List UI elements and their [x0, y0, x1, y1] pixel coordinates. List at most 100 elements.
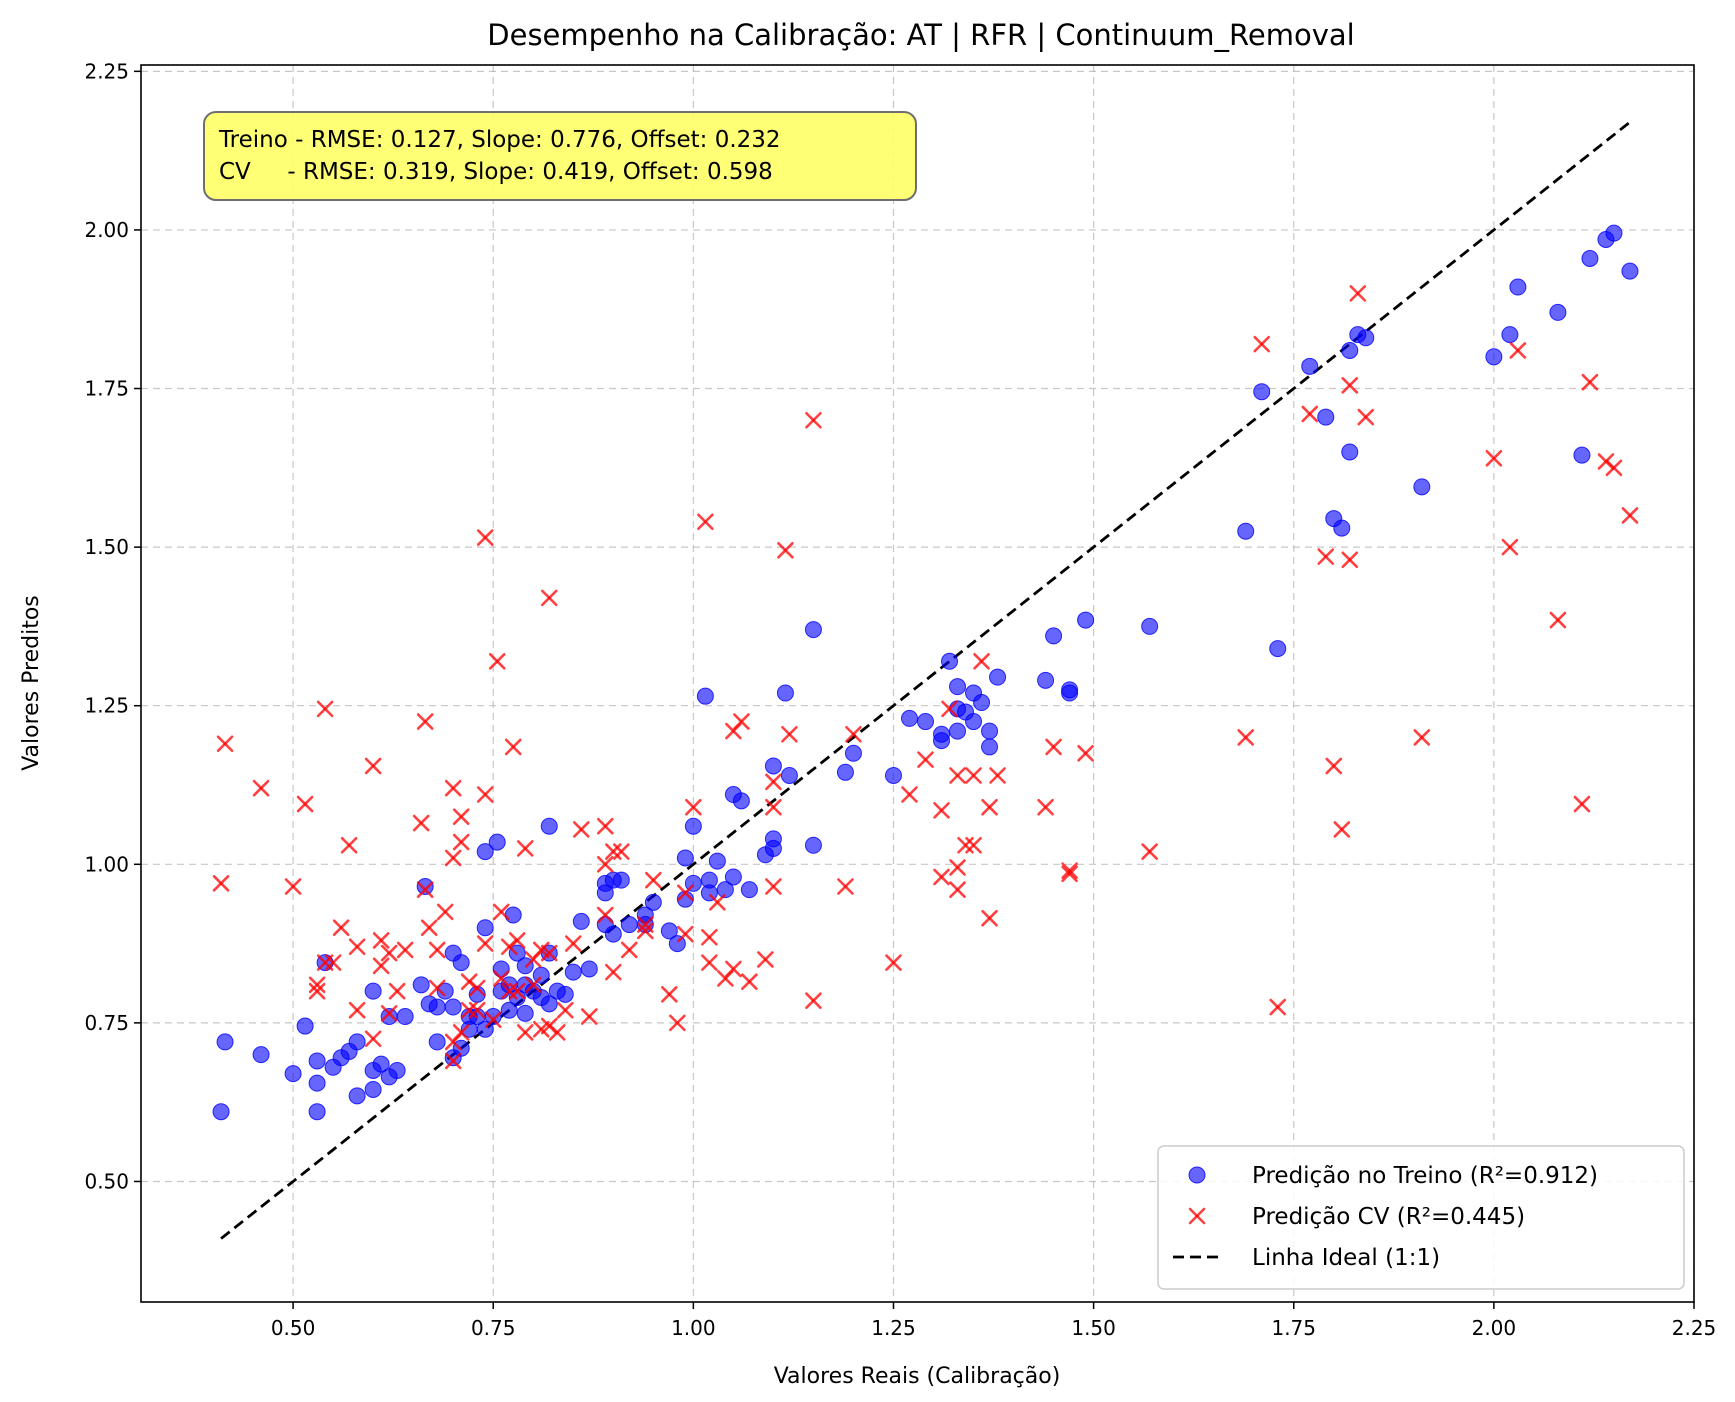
cv-point [388, 982, 406, 1000]
train-point [700, 871, 718, 889]
x-tick-label: 1.50 [1071, 1316, 1116, 1340]
cv-point [516, 840, 534, 857]
cv-point [1573, 795, 1591, 813]
cv-point [596, 855, 614, 873]
cv-point [645, 871, 662, 889]
train-point [776, 684, 794, 702]
cv-point [548, 1024, 566, 1041]
train-point [973, 694, 991, 712]
train-point [216, 1033, 234, 1051]
cv-point [492, 970, 510, 987]
train-point [989, 668, 1007, 686]
y-tick-label: 0.50 [84, 1169, 129, 1193]
cv-point [933, 802, 950, 819]
train-point [740, 881, 758, 899]
train-point [965, 713, 983, 731]
train-point [516, 1004, 534, 1022]
cv-point [949, 881, 966, 898]
train-point [1301, 357, 1319, 375]
cv-point [1357, 408, 1375, 426]
train-point [981, 722, 999, 740]
cv-point [532, 941, 550, 959]
cv-point [981, 909, 998, 927]
train-point [1317, 408, 1335, 426]
cv-point [332, 919, 350, 937]
train-point [604, 925, 622, 943]
train-point [428, 998, 446, 1016]
train-point [500, 1001, 518, 1019]
cv-point [901, 786, 918, 803]
y-tick-label: 0.75 [84, 1011, 129, 1035]
train-point [1141, 617, 1159, 635]
cv-point [845, 725, 862, 743]
train-point [364, 1080, 382, 1098]
cv-point [412, 814, 430, 832]
cv-point [484, 1011, 502, 1029]
train-point [804, 836, 822, 854]
train-point [564, 963, 582, 981]
train-point [1549, 303, 1567, 321]
cv-point [725, 960, 742, 978]
train-point [644, 893, 662, 911]
train-point [1061, 681, 1079, 699]
train-point [732, 792, 750, 810]
cv-point [364, 1030, 382, 1048]
cv-point [917, 751, 934, 768]
cv-point [1549, 611, 1567, 629]
y-tick-label: 1.50 [84, 535, 129, 559]
legend-cv-label: Predição CV (R²=0.445) [1252, 1204, 1525, 1230]
cv-point [1253, 335, 1271, 353]
train-point [412, 976, 430, 994]
cv-point [685, 798, 702, 816]
train-point [1413, 478, 1431, 496]
chart-title: Desempenho na Calibração: AT | RFR | Con… [487, 18, 1354, 52]
cv-point [1061, 862, 1078, 879]
cv-point [532, 1020, 550, 1038]
annotation-background [203, 111, 917, 201]
cv-point [468, 979, 486, 997]
train-point [308, 1103, 326, 1121]
cv-point [1349, 285, 1367, 302]
train-point [900, 709, 918, 727]
cv-point [428, 979, 446, 997]
train-point [836, 763, 854, 781]
train-point [708, 852, 726, 870]
cv-point [596, 817, 614, 835]
cv-point [965, 767, 982, 784]
train-point [1501, 326, 1519, 344]
cv-point [444, 1052, 462, 1070]
x-tick-label: 0.75 [471, 1316, 516, 1340]
legend: Predição no Treino (R²=0.912) Predição C… [1157, 1145, 1685, 1290]
cv-point [669, 1014, 686, 1032]
train-point [452, 954, 470, 972]
y-axis-label: Valores Preditos [19, 595, 44, 771]
annotation-box: Treino - RMSE: 0.127, Slope: 0.776, Offs… [203, 111, 917, 201]
cv-point [540, 589, 558, 607]
train-point [296, 1017, 314, 1035]
cv-point [416, 881, 434, 898]
cv-point [661, 986, 678, 1003]
train-point [620, 916, 638, 934]
cv-point [524, 976, 542, 994]
train-point [716, 881, 734, 899]
cv-point [965, 836, 982, 854]
x-tick-label: 1.00 [671, 1316, 716, 1340]
cv-point [488, 652, 506, 670]
train-point [540, 817, 558, 835]
legend-cv-marker [1188, 1207, 1206, 1225]
cv-point [1605, 459, 1623, 477]
cv-point [701, 954, 718, 971]
y-tick-label: 2.00 [84, 218, 129, 242]
cv-point [372, 957, 390, 975]
x-tick-label: 0.50 [271, 1316, 316, 1340]
cv-point [508, 982, 526, 1000]
cv-point [605, 963, 622, 981]
cv-point [556, 1001, 574, 1019]
cv-point [1077, 744, 1094, 762]
cv-point [1037, 798, 1054, 816]
x-tick-label: 2.25 [1672, 1316, 1717, 1340]
cv-point [452, 808, 470, 826]
cv-point [1501, 538, 1519, 556]
legend-train-label: Predição no Treino (R²=0.912) [1252, 1163, 1598, 1189]
legend-box [1157, 1145, 1685, 1290]
